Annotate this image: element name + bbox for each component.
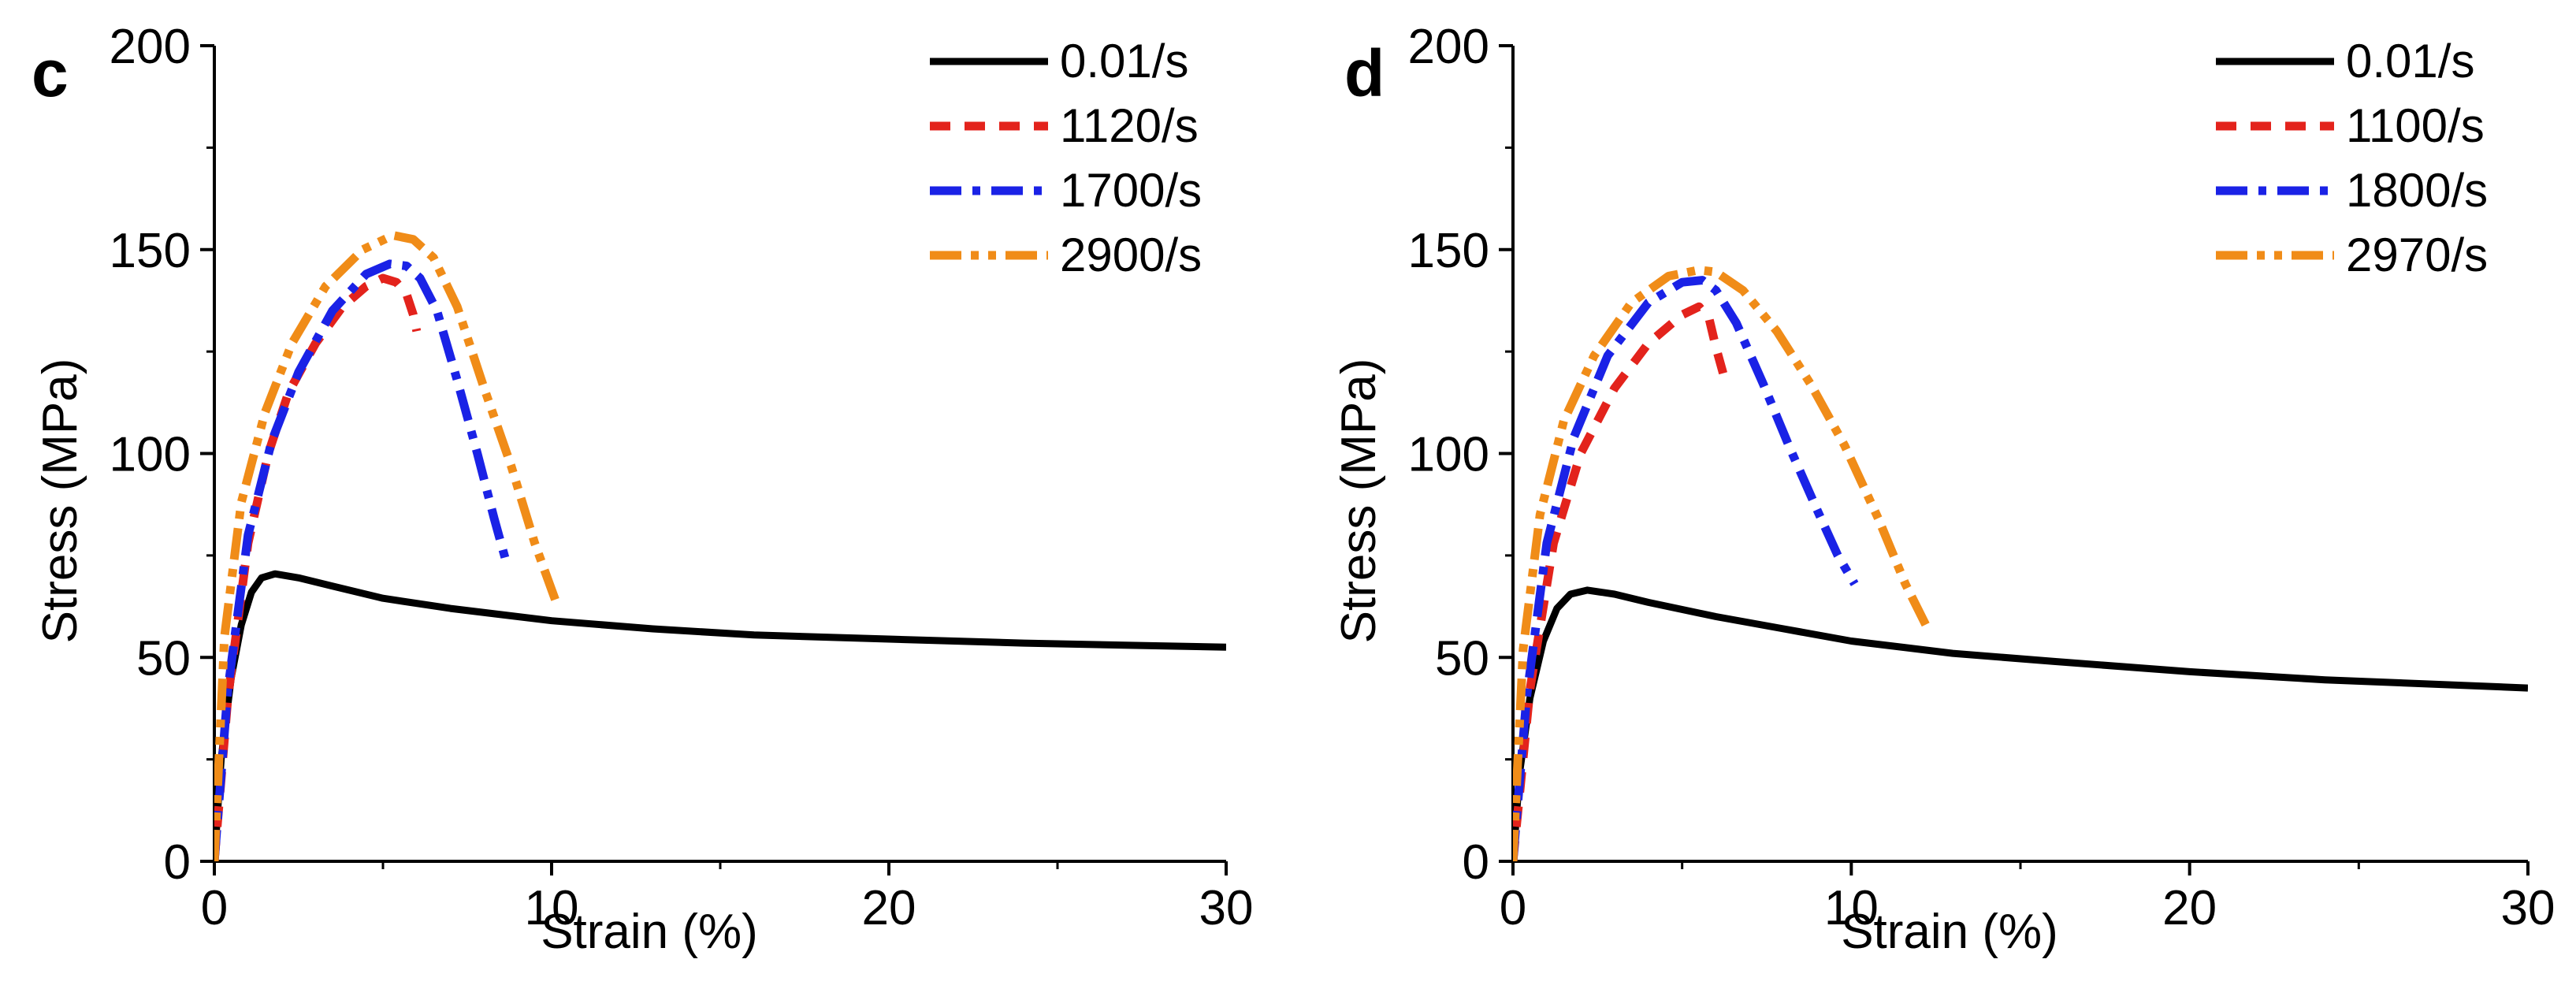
legend-label: 2900/s [1060, 229, 1202, 281]
y-axis-label: Stress (MPa) [33, 359, 87, 644]
x-tick-label: 30 [2501, 881, 2556, 935]
series-line-1800/s [1513, 276, 1859, 861]
y-tick-label: 100 [1408, 428, 1489, 482]
x-tick-label: 10 [525, 881, 579, 935]
legend-label: 1800/s [2346, 164, 2488, 217]
legend-label: 0.01/s [1060, 35, 1188, 87]
y-tick-label: 200 [1408, 20, 1489, 74]
series-line-2970/s [1513, 266, 1930, 861]
y-tick-label: 0 [1463, 835, 1489, 890]
x-tick-label: 20 [2162, 881, 2217, 935]
y-tick-label: 150 [110, 224, 191, 278]
chart-panel-d: d 0 10 20 30 0 50 100 150 200 Strain (%) Stress (MP… [1332, 20, 2555, 959]
series-line-0.01/s [214, 570, 1226, 861]
chart-panel-c: c 0 10 20 30 0 50 100 150 200 Strain (%) Stress (MP… [32, 20, 1253, 959]
x-tick-label: 20 [862, 881, 916, 935]
x-axis-label: Strain (%) [541, 905, 758, 959]
x-axis-label: Strain (%) [1841, 905, 2058, 959]
x-tick-label: 10 [1824, 881, 1879, 935]
legend-label: 0.01/s [2346, 35, 2474, 87]
series-line-2900/s [214, 231, 563, 861]
y-tick-label: 150 [1408, 224, 1489, 278]
legend-label: 2970/s [2346, 229, 2488, 281]
legend-label: 1100/s [2346, 99, 2485, 152]
panel-letter: d [1344, 36, 1385, 110]
series-lines [214, 231, 1226, 861]
x-tick-label: 0 [201, 881, 228, 935]
series-line-1100/s [1513, 302, 1730, 861]
y-tick-label: 0 [164, 835, 191, 890]
y-axis-label: Stress (MPa) [1332, 359, 1386, 644]
y-tick-label: 200 [110, 20, 191, 74]
x-tick-label: 0 [1500, 881, 1526, 935]
series-lines [1513, 266, 2528, 861]
y-tick-label: 50 [136, 631, 191, 686]
legend: 0.01/s 1120/s 1700/s 2900/s [930, 35, 1202, 281]
legend: 0.01/s 1100/s 1800/s 2970/s [2216, 35, 2488, 281]
x-tick-label: 30 [1199, 881, 1254, 935]
legend-label: 1700/s [1060, 164, 1202, 217]
series-line-1700/s [214, 259, 512, 861]
y-tick-label: 100 [110, 428, 191, 482]
series-line-0.01/s [1513, 586, 2528, 861]
y-tick-label: 50 [1435, 631, 1489, 686]
legend-label: 1120/s [1060, 99, 1199, 152]
panel-letter: c [32, 36, 69, 110]
